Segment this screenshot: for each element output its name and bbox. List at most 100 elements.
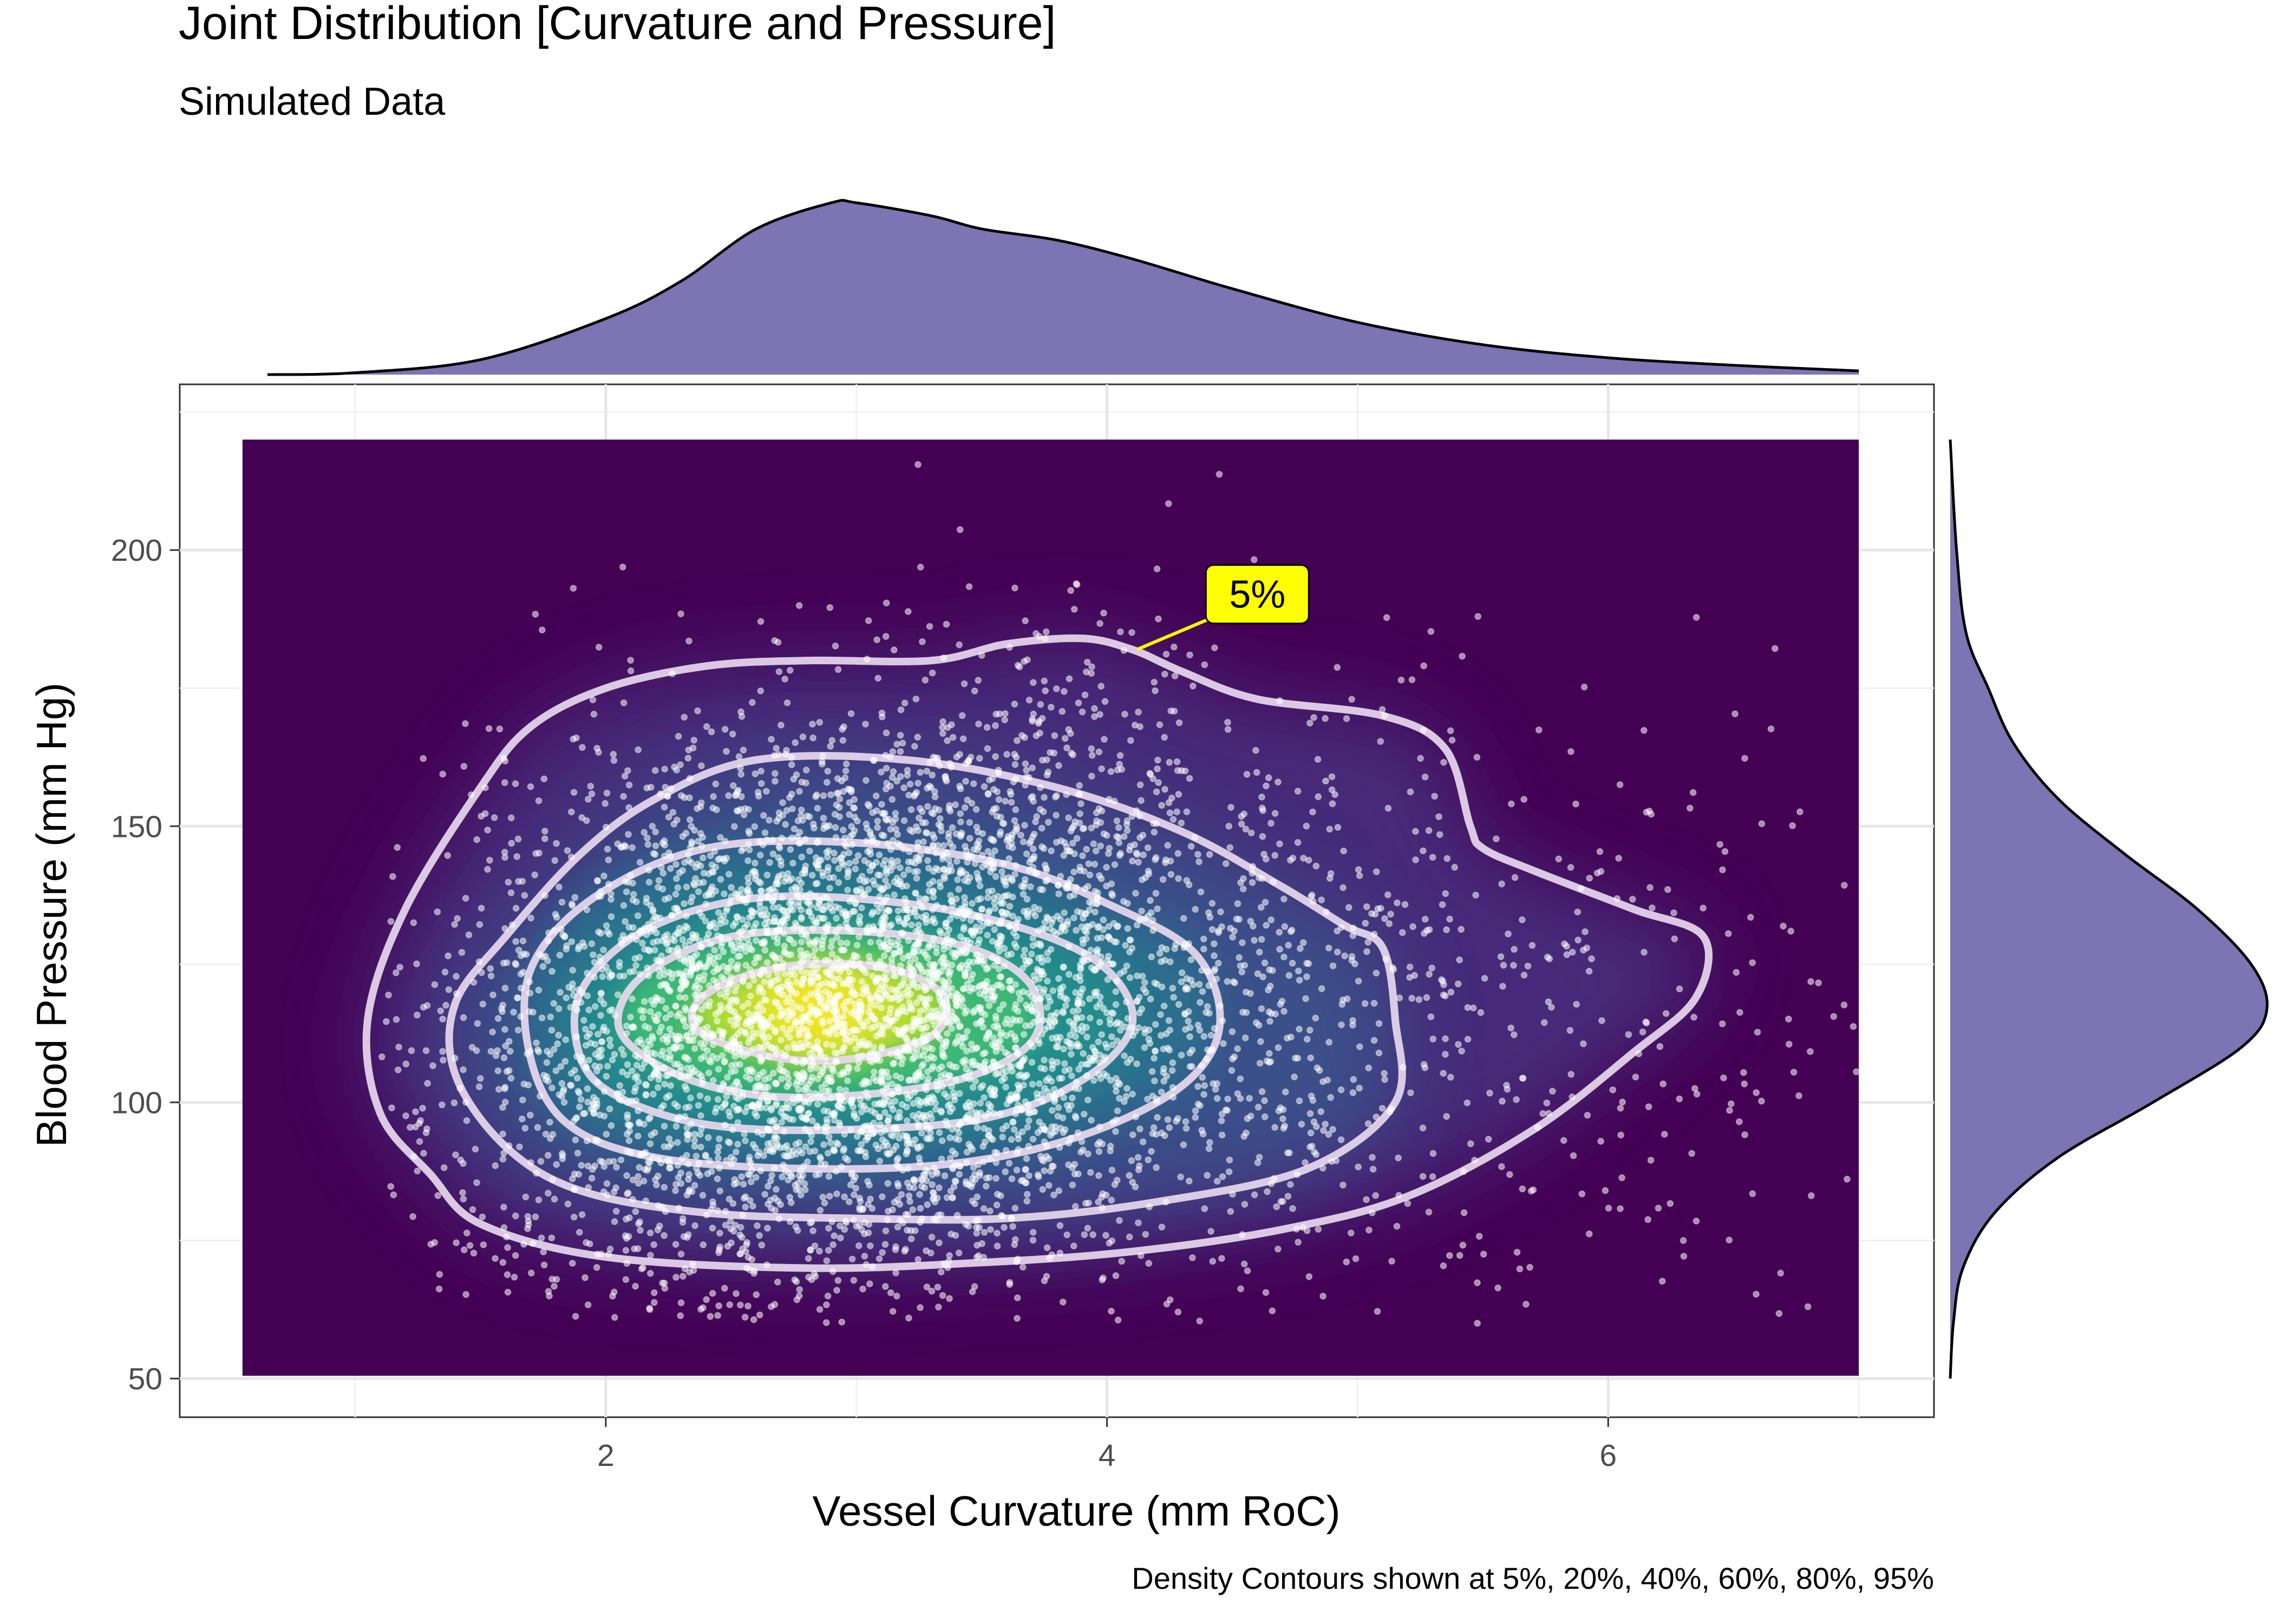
scatter-point — [537, 1157, 545, 1165]
scatter-point — [651, 913, 658, 921]
scatter-point — [626, 1121, 634, 1129]
scatter-point — [932, 1099, 939, 1107]
scatter-point — [1185, 1177, 1193, 1185]
scatter-point — [1029, 1229, 1037, 1236]
scatter-point — [572, 1000, 579, 1007]
scatter-point — [1096, 620, 1103, 627]
scatter-point — [820, 894, 827, 901]
scatter-point — [672, 1187, 679, 1194]
scatter-point — [578, 744, 586, 751]
scatter-point — [1425, 1208, 1433, 1216]
scatter-point — [544, 1189, 552, 1197]
scatter-point — [558, 899, 566, 906]
scatter-point — [892, 1142, 900, 1150]
scatter-point — [960, 924, 968, 931]
scatter-point — [505, 1142, 513, 1149]
scatter-point — [1440, 1262, 1447, 1269]
scatter-point — [1274, 1245, 1282, 1253]
scatter-point — [1513, 1096, 1520, 1103]
scatter-point — [851, 1034, 858, 1042]
scatter-point — [829, 1145, 837, 1153]
scatter-point — [1013, 737, 1021, 744]
scatter-point — [968, 800, 976, 807]
scatter-point — [855, 1059, 862, 1066]
scatter-point — [550, 1046, 558, 1053]
scatter-point — [1317, 1108, 1325, 1115]
scatter-point — [1067, 1043, 1074, 1051]
scatter-point — [872, 1141, 880, 1149]
scatter-point — [501, 984, 509, 992]
scatter-point — [635, 1118, 643, 1126]
scatter-point — [1127, 1056, 1134, 1063]
scatter-point — [952, 801, 959, 809]
scatter-point — [917, 1098, 924, 1105]
scatter-point — [752, 937, 760, 944]
scatter-point — [963, 1114, 971, 1122]
scatter-point — [1264, 986, 1272, 994]
scatter-point — [1494, 1284, 1502, 1292]
scatter-point — [986, 1156, 994, 1163]
scatter-point — [737, 886, 745, 893]
scatter-point — [1229, 933, 1236, 941]
scatter-point — [1573, 1000, 1580, 1008]
scatter-point — [1028, 1058, 1036, 1066]
scatter-point — [1425, 827, 1433, 834]
scatter-point — [581, 1110, 589, 1117]
scatter-point — [892, 1246, 899, 1253]
scatter-point — [535, 797, 543, 804]
scatter-point — [734, 1030, 742, 1038]
scatter-point — [1011, 1204, 1019, 1212]
scatter-point — [943, 620, 950, 628]
scatter-point — [894, 1223, 901, 1231]
scatter-point — [922, 1112, 930, 1119]
scatter-point — [791, 965, 799, 972]
scatter-point — [1383, 614, 1390, 621]
scatter-point — [598, 1038, 606, 1045]
scatter-point — [1073, 1078, 1080, 1085]
scatter-point — [1048, 1106, 1056, 1114]
scatter-point — [943, 1030, 951, 1037]
scatter-point — [1543, 1099, 1551, 1106]
scatter-point — [495, 1085, 502, 1093]
scatter-point — [1234, 1090, 1241, 1097]
scatter-point — [873, 859, 880, 866]
scatter-point — [833, 1190, 840, 1197]
scatter-point — [971, 860, 979, 867]
scatter-point — [378, 1053, 385, 1060]
scatter-point — [895, 1084, 903, 1091]
scatter-point — [878, 1129, 885, 1136]
scatter-point — [911, 944, 918, 951]
scatter-point — [594, 1078, 602, 1086]
scatter-point — [1399, 1064, 1407, 1071]
scatter-point — [812, 957, 820, 964]
scatter-point — [703, 1296, 710, 1304]
scatter-point — [1072, 1033, 1080, 1040]
scatter-point — [699, 991, 707, 999]
scatter-point — [1120, 647, 1128, 654]
scatter-point — [568, 980, 576, 987]
scatter-point — [1269, 967, 1276, 974]
scatter-point — [1474, 1320, 1481, 1327]
scatter-point — [814, 1093, 822, 1101]
scatter-point — [540, 775, 548, 783]
scatter-point — [1003, 751, 1011, 758]
scatter-point — [1331, 791, 1339, 798]
scatter-point — [802, 835, 809, 843]
scatter-point — [832, 1168, 840, 1175]
scatter-point — [546, 1118, 553, 1126]
scatter-point — [668, 974, 676, 982]
scatter-point — [1328, 773, 1336, 781]
scatter-point — [851, 804, 858, 812]
scatter-point — [981, 1064, 989, 1072]
scatter-point — [1147, 897, 1154, 904]
scatter-point — [695, 888, 702, 895]
scatter-point — [1090, 713, 1098, 721]
scatter-point — [698, 1079, 706, 1087]
scatter-point — [751, 859, 759, 867]
scatter-point — [945, 856, 952, 864]
scatter-point — [979, 863, 986, 870]
scatter-point — [812, 893, 819, 900]
scatter-point — [855, 933, 862, 941]
scatter-point — [833, 801, 840, 809]
scatter-point — [1259, 833, 1266, 840]
